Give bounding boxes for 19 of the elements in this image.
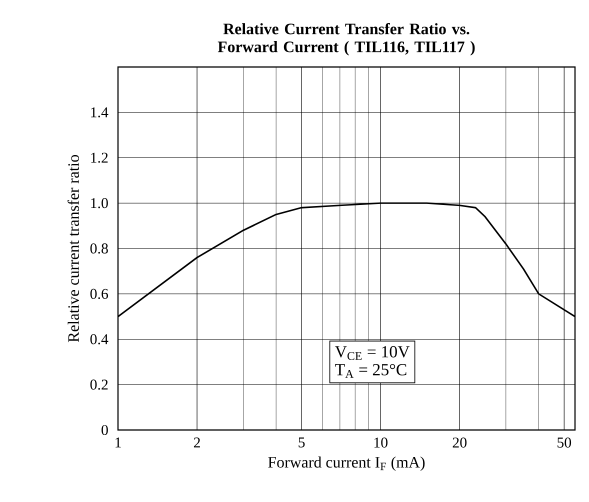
y-tick-label: 0.6 [90,288,108,299]
x-tick-label: 10 [374,438,388,448]
x-tick-label: 20 [452,438,467,448]
y-axis-title: Relative current transfer ratio [68,155,79,342]
y-tick-label: 0 [102,424,108,436]
y-tick-label: 0.2 [90,380,108,390]
x-tick-label: 1 [116,438,121,448]
y-tick-label: 1.4 [91,107,108,118]
y-tick-label: 0.8 [90,243,108,254]
annotation: T$_{A}$ = 25°C [335,364,406,378]
annotation: V$_{CE}$ = 10V [334,346,410,360]
x-axis-title: Forward current I$_{F}$ (mA) [268,456,425,471]
chart-title: Relative Current Transfer Ratio vs. Forward Current ( TIL116, TIL117 ) [218,22,475,56]
x-tick-label: 5 [298,438,305,448]
y-tick-label: 1.2 [91,152,108,163]
x-tick-label: 2 [194,438,200,448]
y-tick-label: 0.4 [90,334,108,344]
x-tick-label: 50 [558,438,572,448]
y-tick-label: 1.0 [91,198,108,208]
